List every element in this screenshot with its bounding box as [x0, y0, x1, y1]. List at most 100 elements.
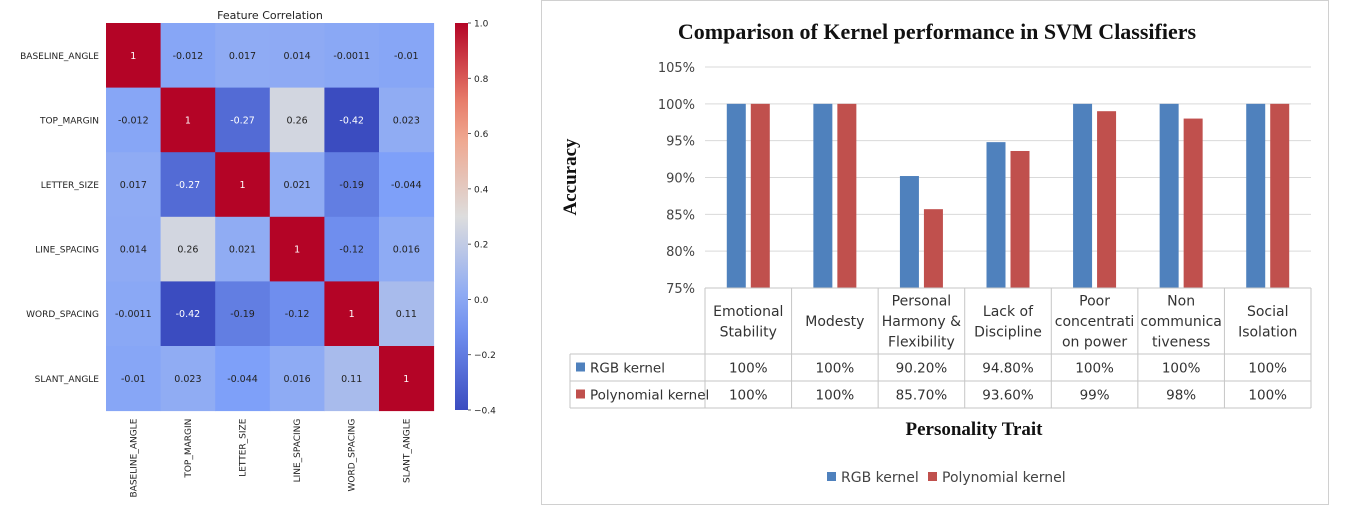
y-axis-label: Accuracy: [560, 138, 581, 216]
heatmap-cell: [215, 216, 271, 282]
table-value: 100%: [1075, 361, 1114, 377]
legend-key: [827, 472, 836, 481]
y-tick-label: 85%: [666, 208, 695, 223]
heatmap-cell: [160, 152, 216, 218]
table-value: 100%: [1162, 361, 1201, 377]
heatmap-row-label: WORD_SPACING: [26, 310, 99, 320]
heatmap-cell-label: -0.19: [230, 309, 255, 320]
table-value: 90.20%: [896, 361, 948, 377]
x-axis-label: Personality Trait: [905, 419, 1043, 440]
category-label: tiveness: [1152, 335, 1210, 351]
heatmap-cell-label: -0.012: [173, 51, 204, 62]
colorbar-tick-label: 0.4: [474, 185, 489, 195]
colorbar-tick-label: 0.8: [474, 75, 489, 85]
heatmap-cell: [379, 152, 435, 218]
heatmap-cell-label: 0.26: [177, 245, 198, 256]
heatmap-cell: [269, 281, 325, 347]
heatmap-col-label: WORD_SPACING: [348, 419, 358, 492]
bar-rgb: [1246, 103, 1266, 288]
heatmap-cell-label: -0.044: [227, 374, 258, 385]
category-label: Modesty: [805, 314, 864, 330]
correlation-heatmap-panel: Feature Correlation 1 -0.012 0.017 0.014 -0.0…: [0, 0, 520, 517]
bar-rgb: [813, 103, 833, 288]
bar-polynomial: [1183, 118, 1203, 288]
heatmap-cell: [215, 152, 271, 218]
heatmap-cell-label: 0.021: [229, 245, 256, 256]
heatmap-cell: [379, 281, 435, 347]
table-value: 85.70%: [896, 388, 948, 404]
heatmap-cell: [324, 346, 380, 412]
legend-key: [928, 472, 937, 481]
legend-label: RGB kernel: [841, 470, 919, 486]
colorbar-tick-label: −0.2: [474, 351, 496, 361]
colorbar-tick-label: 0.6: [474, 130, 489, 140]
bar-chart-title: Comparison of Kernel performance in SVM …: [678, 19, 1197, 44]
heatmap-cell-label: 0.021: [283, 180, 310, 191]
y-tick-label: 90%: [666, 172, 695, 187]
heatmap-row-label: TOP_MARGIN: [39, 116, 99, 126]
heatmap-cell: [160, 346, 216, 412]
heatmap-cell-label: 0.017: [120, 180, 147, 191]
bar-polynomial: [837, 103, 857, 288]
heatmap-cell-label: -0.27: [230, 115, 255, 126]
category-label: Flexibility: [888, 335, 955, 351]
table-series-name: RGB kernel: [590, 361, 665, 377]
heatmap-row-label: LETTER_SIZE: [41, 181, 100, 191]
heatmap-cell-label: -0.12: [339, 245, 364, 256]
category-label: Personal: [892, 294, 952, 310]
table-value: 99%: [1080, 388, 1110, 404]
heatmap-cell-label: 0.016: [393, 245, 420, 256]
heatmap-cell-label: 1: [185, 115, 191, 126]
category-label: Isolation: [1238, 324, 1297, 340]
category-label: Poor: [1079, 294, 1110, 310]
heatmap-cell: [160, 23, 216, 89]
heatmap-cell-label: 1: [349, 309, 355, 320]
heatmap-cell-label: -0.01: [394, 51, 419, 62]
heatmap-cell-label: 1: [294, 245, 300, 256]
heatmap-cell: [269, 216, 325, 282]
category-label: Stability: [720, 324, 777, 340]
heatmap-cell-label: 0.017: [229, 51, 256, 62]
bar-polynomial: [1010, 150, 1030, 288]
category-label: Social: [1247, 304, 1289, 320]
legend-label: Polynomial kernel: [942, 470, 1066, 486]
heatmap-title: Feature Correlation: [217, 9, 323, 22]
heatmap-cell-label: 0.014: [283, 51, 310, 62]
y-tick-label: 100%: [658, 98, 695, 113]
heatmap-cell-label: -0.42: [176, 309, 201, 320]
y-tick-label: 75%: [666, 282, 695, 297]
heatmap-col-label: TOP_MARGIN: [184, 419, 194, 479]
heatmap-row-label: LINE_SPACING: [35, 246, 99, 256]
category-label: Emotional: [713, 304, 783, 320]
table-value: 94.80%: [982, 361, 1034, 377]
heatmap-cell-label: -0.27: [176, 180, 201, 191]
table-value: 100%: [816, 388, 855, 404]
heatmap-cell: [379, 216, 435, 282]
heatmap-cell-label: 1: [239, 180, 245, 191]
colorbar-tick-label: 1.0: [474, 20, 489, 30]
category-label: Discipline: [974, 324, 1042, 340]
heatmap-cell-label: -0.0011: [333, 51, 370, 62]
category-label: Lack of: [983, 304, 1034, 320]
heatmap-cell-label: 0.11: [341, 374, 362, 385]
heatmap-cell: [324, 23, 380, 89]
category-label: communica: [1140, 314, 1221, 330]
heatmap-cell: [269, 23, 325, 89]
colorbar-tick-label: 0.2: [474, 241, 488, 251]
table-value: 100%: [1248, 388, 1287, 404]
heatmap-cell: [106, 87, 162, 153]
y-tick-label: 95%: [666, 135, 695, 150]
heatmap-cell: [106, 346, 162, 412]
heatmap-cell-label: 1: [403, 374, 409, 385]
table-value: 100%: [729, 361, 768, 377]
bar-rgb: [726, 103, 746, 288]
bar-polynomial: [1097, 111, 1117, 288]
heatmap-cell-label: -0.01: [121, 374, 146, 385]
table-legend-key: [576, 389, 585, 399]
bar-rgb: [986, 142, 1006, 288]
heatmap-cell-label: 1: [130, 51, 136, 62]
y-tick-label: 80%: [666, 245, 695, 260]
heatmap-row-label: SLANT_ANGLE: [35, 375, 100, 385]
colorbar-tick-label: −0.4: [474, 407, 496, 417]
heatmap-cell-label: -0.12: [285, 309, 310, 320]
